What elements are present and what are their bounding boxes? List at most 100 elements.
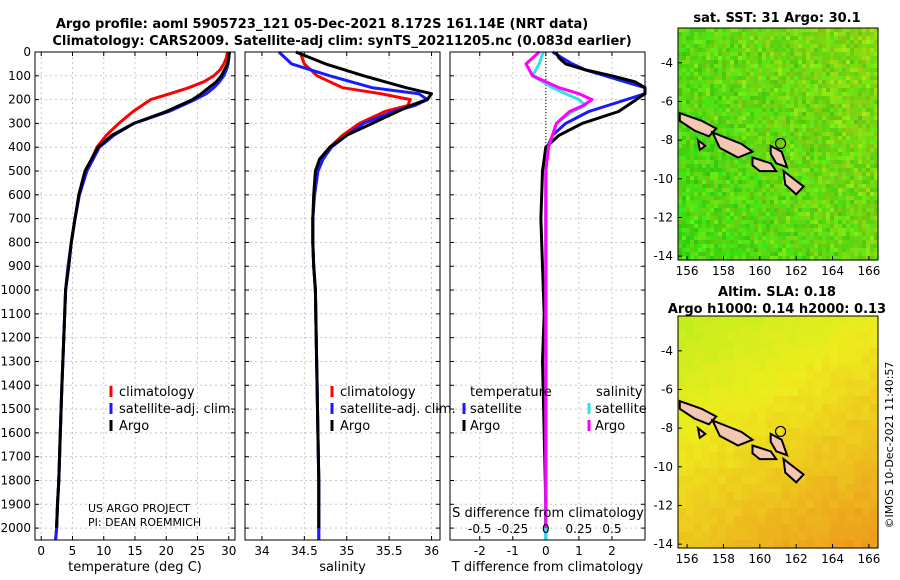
map-cell [750,460,759,469]
map-cell [714,64,719,69]
map-cell [822,56,827,61]
map-cell [702,52,707,57]
map-cell [682,200,687,205]
map-cell [730,224,735,229]
map-cell [734,316,743,325]
map-cell [734,508,743,517]
map-cell [814,168,819,173]
map-cell [766,104,771,109]
map-cell [722,208,727,213]
map-cell [714,128,719,133]
map-cell [714,80,719,85]
map-cell [710,136,715,141]
map-cell [702,524,711,533]
map-cell [802,156,807,161]
map-cell [742,460,751,469]
map-cell [742,468,751,477]
map-cell [790,56,795,61]
map-cell [802,28,807,33]
map-cell [870,444,879,453]
map-cell [774,348,783,357]
map-cell [814,444,823,453]
series-satellite-adj-clim- [277,50,429,540]
map-cell [718,176,723,181]
map-cell [806,124,811,129]
map-cell [690,136,695,141]
map-cell [846,216,851,221]
map-cell [862,200,867,205]
map-cell [838,72,843,77]
map-cell [750,372,759,381]
map-cell [678,388,687,397]
map-cell [814,88,819,93]
map-cell [834,116,839,121]
map-cell [850,136,855,141]
map-cell [802,48,807,53]
map-cell [782,244,787,249]
map-cell [794,228,799,233]
map-cell [830,240,835,245]
map-cell [794,172,799,177]
map-cell [850,80,855,85]
map-cell [754,84,759,89]
map-cell [678,52,683,57]
map-cell [734,468,743,477]
map-cell [694,108,699,113]
map-cell [806,176,811,181]
map-cell [710,68,715,73]
map-cell [758,200,763,205]
map-cell [706,164,711,169]
map-cell [818,252,823,257]
map-cell [826,252,831,257]
map-cell [702,104,707,109]
map-cell [814,48,819,53]
map-cell [706,172,711,177]
legend-label: Argo [470,419,500,434]
island [751,444,779,461]
map-cell [750,508,759,517]
map-cell [842,92,847,97]
map-cell [686,212,691,217]
map-cell [730,84,735,89]
map-cell [706,64,711,69]
map-cell [814,188,819,193]
map-cell [794,120,799,125]
map-cell [806,412,815,421]
map-cell [810,36,815,41]
map-cell [782,184,787,189]
map-cell [714,76,719,81]
map-cell [686,216,691,221]
map-cell [846,56,851,61]
map-cell [790,32,795,37]
map-cell [858,140,863,145]
map-cell [822,224,827,229]
map-cell [738,124,743,129]
map-cell [854,44,859,49]
map-cell [738,68,743,73]
map-cell [778,116,783,121]
map-cell [782,140,787,145]
map-cell [870,396,879,405]
map-cell [802,52,807,57]
map-cell [774,324,783,333]
map-cell [786,36,791,41]
map-cell [730,248,735,253]
map-cell [822,484,831,493]
map-cell [714,44,719,49]
map-cell [814,220,819,225]
map-cell [778,80,783,85]
map-cell [762,228,767,233]
map-cell [794,208,799,213]
map-cell [870,228,875,233]
map-cell [730,40,735,45]
map-cell [782,220,787,225]
map-cell [838,148,843,153]
map-cell [786,116,791,121]
map-cell [742,156,747,161]
map-cell [682,100,687,105]
map-cell [782,188,787,193]
map-cell [818,232,823,237]
map-cell [778,220,783,225]
map-cell [830,232,835,237]
map-cell [766,72,771,77]
